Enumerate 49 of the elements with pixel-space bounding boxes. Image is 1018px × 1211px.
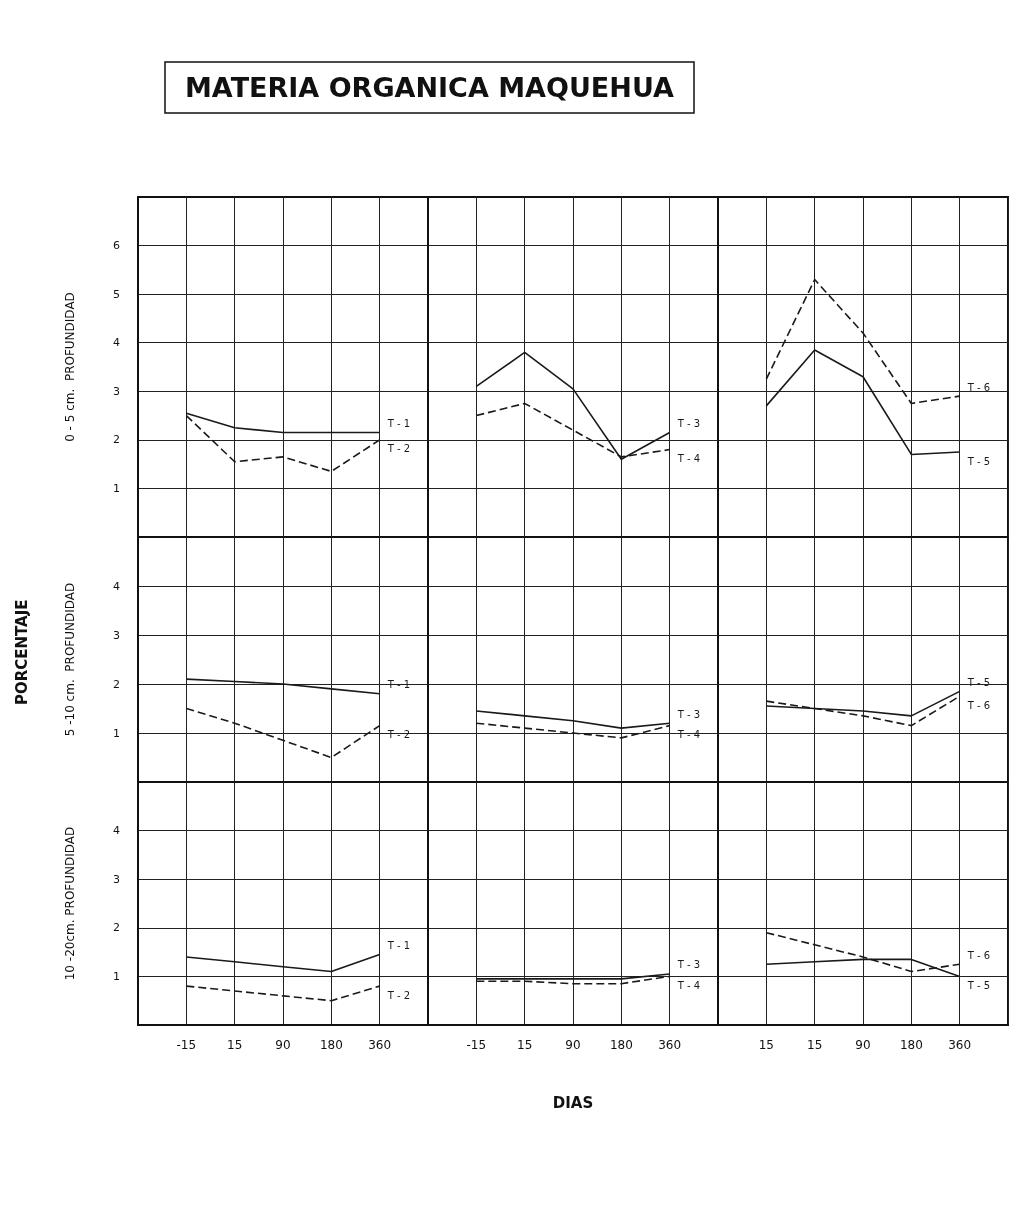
x-tick-label: 180	[319, 1038, 343, 1052]
y-axis-title: 10 -20cm. PROFUNDIDAD	[63, 826, 77, 981]
x-tick-label: 360	[368, 1038, 392, 1052]
x-tick-label: 15	[517, 1038, 533, 1052]
series-label: T - 1	[386, 418, 411, 430]
y-tick-label: 4	[113, 579, 120, 593]
y-tick-label: 3	[113, 628, 120, 642]
series-label: T - 2	[386, 989, 411, 1001]
series-label: T - 6	[966, 699, 991, 711]
y-tick-label: 3	[113, 872, 120, 886]
x-tick-label: 180	[899, 1038, 923, 1052]
x-axis-title: DIAS	[552, 1093, 594, 1112]
series-label: T - 3	[676, 418, 701, 430]
series-label: T - 3	[676, 959, 701, 971]
x-tick-label: 360	[948, 1038, 972, 1052]
series-label: T - 6	[966, 381, 991, 393]
x-tick-label: 360	[658, 1038, 682, 1052]
series-label: T - 3	[676, 708, 701, 720]
series-label: T - 1	[386, 940, 411, 952]
x-tick-label: 15	[227, 1038, 243, 1052]
chart-title: MATERIA ORGANICA MAQUEHUA	[185, 72, 674, 103]
y-tick-label: 4	[113, 336, 120, 350]
series-label: T - 5	[966, 979, 991, 991]
y-tick-label: 5	[113, 287, 120, 301]
series-label: T - 2	[386, 443, 411, 455]
x-tick-label: 90	[855, 1038, 871, 1052]
series-label: T - 6	[966, 949, 991, 961]
y-tick-label: 6	[113, 239, 120, 253]
x-tick-label: -15	[466, 1038, 487, 1052]
series-label: T - 5	[966, 455, 991, 467]
x-tick-label: 90	[565, 1038, 581, 1052]
y-axis-title: 5 -10 cm. PROFUNDIDAD	[63, 582, 77, 737]
y-tick-label: 1	[113, 969, 120, 983]
x-tick-label: 15	[807, 1038, 823, 1052]
x-tick-label: 90	[275, 1038, 291, 1052]
y-tick-label: 1	[113, 481, 120, 495]
x-tick-label: 15	[758, 1038, 774, 1052]
series-label: T - 4	[676, 453, 701, 465]
y-tick-label: 1	[113, 726, 120, 740]
x-tick-label: -15	[176, 1038, 197, 1052]
y-tick-label: 2	[113, 433, 120, 447]
y-tick-label: 2	[113, 921, 120, 935]
y-tick-label: 2	[113, 677, 120, 691]
x-tick-label: 180	[609, 1038, 633, 1052]
y-tick-label: 4	[113, 824, 120, 838]
series-label: T - 4	[676, 979, 701, 991]
y-axis-title: 0 - 5 cm. PROFUNDIDAD	[63, 292, 77, 442]
text: PORCENTAJE	[12, 599, 31, 706]
y-tick-label: 3	[113, 384, 120, 398]
